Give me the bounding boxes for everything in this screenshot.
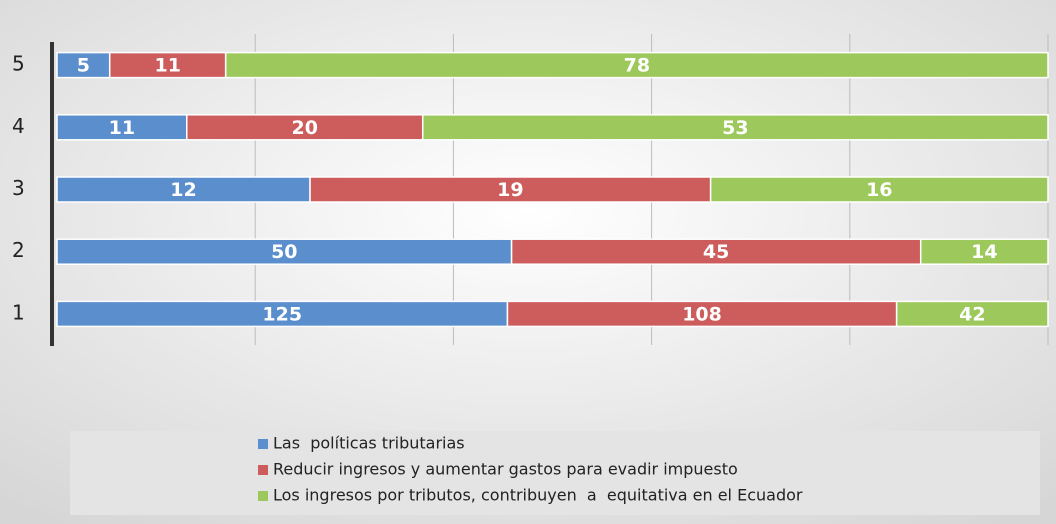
- data-label: 78: [624, 55, 650, 77]
- y-tick-label: 3: [12, 176, 25, 200]
- bar-segment: [506, 300, 898, 328]
- legend-swatch: [258, 465, 268, 475]
- bar-segment: [224, 51, 1049, 79]
- data-label: 20: [292, 117, 318, 139]
- y-tick-label: 1: [12, 300, 25, 324]
- bar-segment: [421, 114, 1049, 141]
- bar-segment: [108, 51, 227, 79]
- data-label: 50: [271, 241, 297, 263]
- data-label: 125: [262, 303, 302, 325]
- bar-segment: [510, 238, 922, 265]
- data-label: 11: [154, 55, 180, 77]
- bar-segment: [895, 300, 1049, 328]
- bar-segment: [56, 176, 311, 203]
- data-label: 53: [722, 117, 748, 139]
- legend-label: Las políticas tributarias: [273, 434, 465, 453]
- data-label: 14: [971, 241, 997, 263]
- bar-segment: [56, 238, 513, 265]
- legend-label: Los ingresos por tributos, contribuyen a…: [273, 486, 803, 505]
- data-label: 42: [959, 303, 985, 325]
- y-tick-label: 5: [12, 52, 25, 76]
- bar-segment: [709, 176, 1049, 203]
- data-label: 12: [170, 179, 196, 201]
- data-label: 19: [497, 179, 523, 201]
- bar-segment: [919, 238, 1049, 265]
- legend-swatch: [258, 439, 268, 449]
- bar-segment: [186, 114, 424, 141]
- legend-label: Reducir ingresos y aumentar gastos para …: [273, 460, 738, 479]
- data-label: 5: [77, 55, 90, 77]
- data-label: 11: [109, 117, 135, 139]
- data-label: 45: [703, 241, 729, 263]
- bar-segment: [56, 300, 509, 328]
- y-tick-label: 2: [12, 238, 25, 262]
- data-label: 16: [866, 179, 892, 201]
- bar-segment: [56, 51, 111, 79]
- legend-box: [70, 431, 1040, 515]
- y-tick-label: 4: [12, 114, 25, 138]
- data-label: 108: [682, 303, 722, 325]
- legend-swatch: [258, 491, 268, 501]
